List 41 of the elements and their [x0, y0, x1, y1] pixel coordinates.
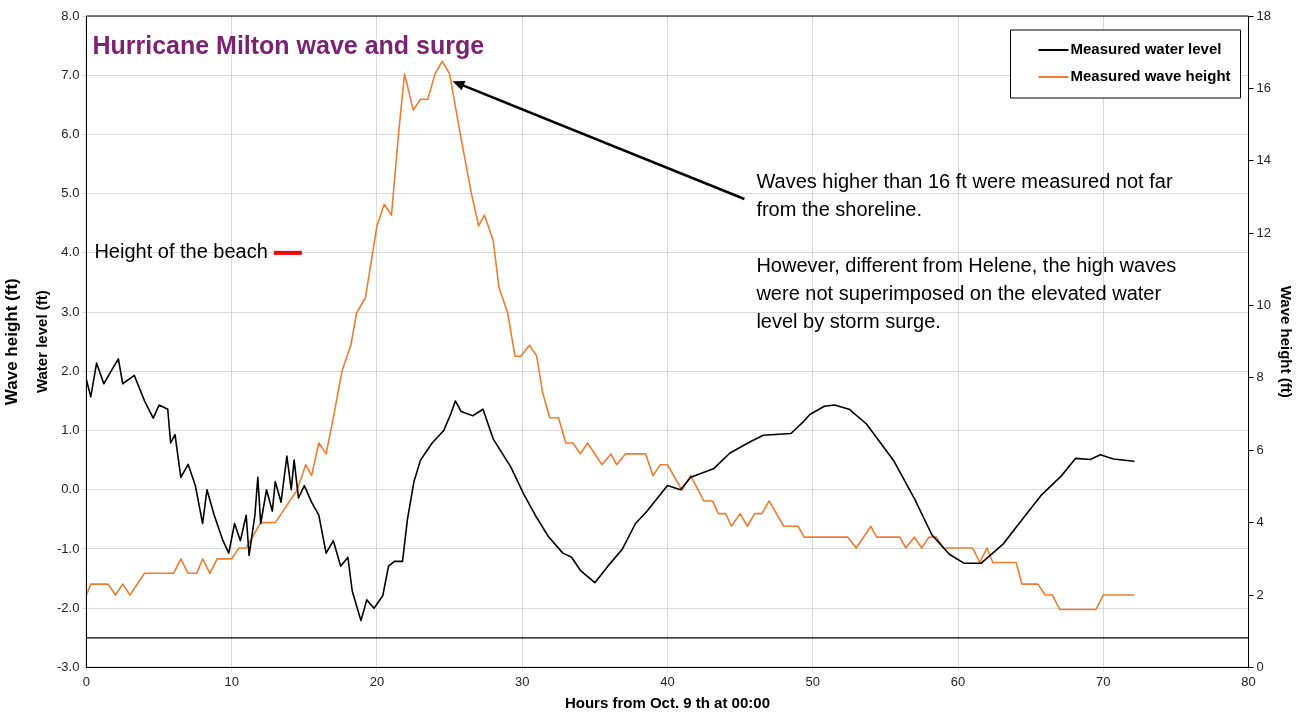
- y2-tick-label: 4: [1256, 514, 1264, 530]
- y-axis-title: Water level (ft): [33, 290, 51, 394]
- y-tick-label: -1.0: [56, 540, 80, 556]
- y2-tick-label: 6: [1256, 441, 1264, 457]
- y-tick-label: 2.0: [61, 362, 80, 378]
- x-tick-label: 30: [514, 673, 530, 689]
- y2-tick-label: 16: [1256, 79, 1272, 95]
- x-tick-label: 10: [224, 673, 239, 689]
- y-tick-label: -3.0: [56, 658, 80, 674]
- x-tick-label: 20: [369, 673, 385, 689]
- y-tick-label: 0.0: [61, 481, 80, 497]
- y2-axis-title: Wave height (ft): [1277, 285, 1295, 398]
- x-tick-label: 80: [1241, 673, 1256, 689]
- annotation: However, different from Helene, the high waves were not superimposed on the elevated water level by storm surge.: [755, 253, 1177, 332]
- y-tick-label: 7.0: [61, 66, 80, 82]
- x-axis-title: Hours from Oct. 9 th at 00:00: [564, 694, 770, 712]
- text: Wave height (ft): [1, 278, 21, 406]
- x-tick-label: 40: [660, 673, 675, 689]
- x-tick-label: 50: [805, 673, 820, 689]
- y-tick-label: 4.0: [61, 244, 80, 260]
- y2-tick-label: 12: [1256, 224, 1272, 240]
- y-tick-label: 1.0: [61, 422, 80, 438]
- y-tick-label: 8.0: [61, 7, 80, 23]
- x-tick-label: 0: [82, 673, 91, 689]
- ref-line-label: Height of the beach: [94, 240, 268, 263]
- x-tick-label: 60: [950, 673, 966, 689]
- y2-tick-label: 2: [1256, 586, 1264, 602]
- y2-tick-label: 10: [1256, 297, 1272, 313]
- y2-tick-label: 8: [1256, 369, 1264, 385]
- annotation: Waves higher than 16 ft were measured not far from the shoreline.: [756, 169, 1173, 220]
- y2-tick-label: 0: [1256, 658, 1264, 674]
- text: Hurricane Milton wave and surge: [92, 30, 485, 59]
- legend-label: Measured water level: [1070, 40, 1222, 58]
- y-tick-label: 5.0: [61, 185, 80, 201]
- y-tick-label: 6.0: [61, 126, 80, 142]
- y2-tick-label: 18: [1256, 7, 1272, 23]
- y2-tick-label: 14: [1256, 152, 1272, 168]
- legend-label: Measured wave height: [1070, 67, 1231, 85]
- y-tick-label: 3.0: [61, 303, 80, 319]
- y-tick-label: -2.0: [56, 599, 80, 615]
- x-tick-label: 70: [1096, 673, 1111, 689]
